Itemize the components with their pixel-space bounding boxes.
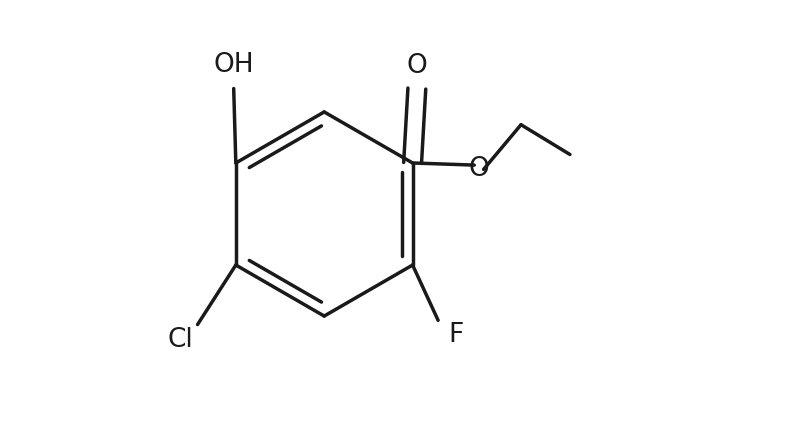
Text: F: F — [449, 322, 464, 348]
Text: O: O — [407, 53, 427, 79]
Text: Cl: Cl — [168, 327, 194, 353]
Text: OH: OH — [213, 52, 254, 78]
Text: O: O — [468, 155, 489, 181]
